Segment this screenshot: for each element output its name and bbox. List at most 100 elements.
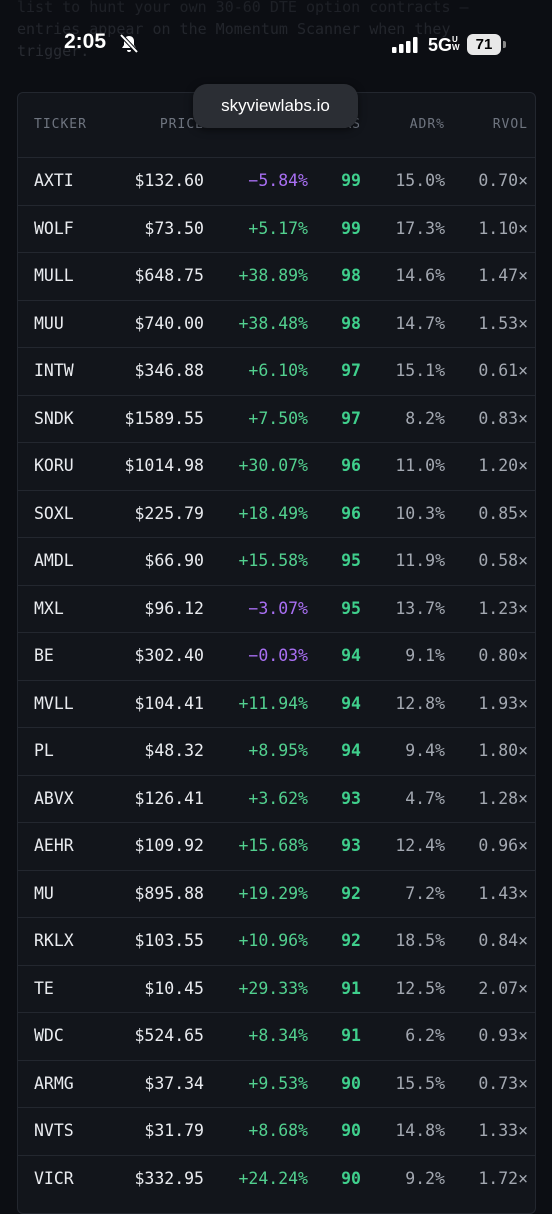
change: +15.68% xyxy=(238,836,308,855)
table-row: AMDL $66.90 +15.58% 95 11.9% 0.58× xyxy=(18,537,535,586)
signal-icon xyxy=(392,37,418,53)
rs: 99 xyxy=(341,218,361,238)
change: +7.50% xyxy=(248,408,308,428)
network-suffix: UW xyxy=(452,35,460,52)
price: $37.34 xyxy=(144,1073,204,1093)
adr: 14.7% xyxy=(395,313,445,333)
adr: 12.5% xyxy=(395,978,445,998)
ticker: WOLF xyxy=(34,218,74,238)
rs: 98 xyxy=(341,266,361,285)
rs: 95 xyxy=(341,551,361,570)
rvol: 0.80× xyxy=(478,646,528,665)
battery: 71 xyxy=(467,34,501,55)
table-row: BE $302.40 −0.03% 94 9.1% 0.80× xyxy=(18,632,535,681)
rs: 97 xyxy=(341,361,361,380)
rvol: 1.10× xyxy=(478,218,528,238)
adr: 6.2% xyxy=(405,1026,445,1045)
rs: 96 xyxy=(341,503,361,523)
rvol: 1.93× xyxy=(478,693,528,713)
change: +5.17% xyxy=(248,218,308,238)
rs: 92 xyxy=(341,883,361,903)
change: +18.49% xyxy=(238,503,308,523)
ticker: SNDK xyxy=(34,408,74,428)
adr: 7.2% xyxy=(405,883,445,903)
adr: 12.8% xyxy=(395,693,445,713)
change: +19.29% xyxy=(238,883,308,903)
rvol: 1.53× xyxy=(478,313,528,333)
change: +8.95% xyxy=(248,741,308,760)
ticker: MULL xyxy=(34,266,74,285)
rs: 97 xyxy=(341,408,361,428)
price: $10.45 xyxy=(144,978,204,998)
price: $740.00 xyxy=(134,313,204,333)
rs: 95 xyxy=(341,598,361,618)
rvol: 1.33× xyxy=(478,1121,528,1140)
price: $73.50 xyxy=(144,218,204,238)
table-row: AEHR $109.92 +15.68% 93 12.4% 0.96× xyxy=(18,822,535,871)
ticker: RKLX xyxy=(34,931,74,950)
price: $96.12 xyxy=(144,598,204,618)
price: $1014.98 xyxy=(124,456,204,475)
table-row: SOXL $225.79 +18.49% 96 10.3% 0.85× xyxy=(18,489,535,539)
price: $48.32 xyxy=(144,741,204,760)
table-row: SNDK $1589.55 +7.50% 97 8.2% 0.83× xyxy=(18,394,535,444)
rs: 94 xyxy=(341,646,361,665)
ticker: INTW xyxy=(34,361,74,380)
rs: 94 xyxy=(341,741,361,760)
change: +8.34% xyxy=(248,1026,308,1045)
ticker: MXL xyxy=(34,598,64,618)
rvol: 1.72× xyxy=(478,1168,528,1188)
change: +8.68% xyxy=(248,1121,308,1140)
adr: 10.3% xyxy=(395,503,445,523)
table-row: MUU $740.00 +38.48% 98 14.7% 1.53× xyxy=(18,299,535,349)
adr: 9.1% xyxy=(405,646,445,665)
rvol: 0.85× xyxy=(478,503,528,523)
change: +15.58% xyxy=(238,551,308,570)
table-row: ARMG $37.34 +9.53% 90 15.5% 0.73× xyxy=(18,1059,535,1109)
adr: 9.4% xyxy=(405,741,445,760)
change: +30.07% xyxy=(238,456,308,475)
adr: 13.7% xyxy=(395,598,445,618)
rvol: 2.07× xyxy=(478,978,528,998)
column-header: TICKER xyxy=(34,117,87,132)
battery-tip xyxy=(503,41,506,48)
rs: 99 xyxy=(341,171,361,190)
adr: 15.5% xyxy=(395,1073,445,1093)
rvol: 1.43× xyxy=(478,883,528,903)
table-row: PL $48.32 +8.95% 94 9.4% 1.80× xyxy=(18,727,535,776)
price: $109.92 xyxy=(134,836,204,855)
change: −3.07% xyxy=(248,598,308,618)
ticker: KORU xyxy=(34,456,74,475)
adr: 14.6% xyxy=(395,266,445,285)
table-row: INTW $346.88 +6.10% 97 15.1% 0.61× xyxy=(18,347,535,396)
table-row: MULL $648.75 +38.89% 98 14.6% 1.47× xyxy=(18,252,535,301)
rs: 90 xyxy=(341,1121,361,1140)
change: −0.03% xyxy=(248,646,308,665)
rvol: 1.28× xyxy=(478,788,528,808)
adr: 4.7% xyxy=(405,788,445,808)
adr: 11.9% xyxy=(395,551,445,570)
ticker: MVLL xyxy=(34,693,74,713)
price: $225.79 xyxy=(134,503,204,523)
price: $332.95 xyxy=(134,1168,204,1188)
price: $895.88 xyxy=(134,883,204,903)
ticker: MUU xyxy=(34,313,64,333)
rvol: 0.61× xyxy=(478,361,528,380)
rs: 93 xyxy=(341,836,361,855)
table-row: MU $895.88 +19.29% 92 7.2% 1.43× xyxy=(18,869,535,919)
change: +3.62% xyxy=(248,788,308,808)
url-pill[interactable]: skyviewlabs.io xyxy=(193,84,358,128)
rvol: 0.84× xyxy=(478,931,528,950)
adr: 17.3% xyxy=(395,218,445,238)
change: +29.33% xyxy=(238,978,308,998)
status-time: 2:05 xyxy=(64,30,107,53)
rs: 91 xyxy=(341,1026,361,1045)
ticker: WDC xyxy=(34,1026,64,1045)
adr: 12.4% xyxy=(395,836,445,855)
ticker: MU xyxy=(34,883,54,903)
adr: 15.1% xyxy=(395,361,445,380)
ticker: NVTS xyxy=(34,1121,74,1140)
price: $31.79 xyxy=(144,1121,204,1140)
rvol: 0.83× xyxy=(478,408,528,428)
